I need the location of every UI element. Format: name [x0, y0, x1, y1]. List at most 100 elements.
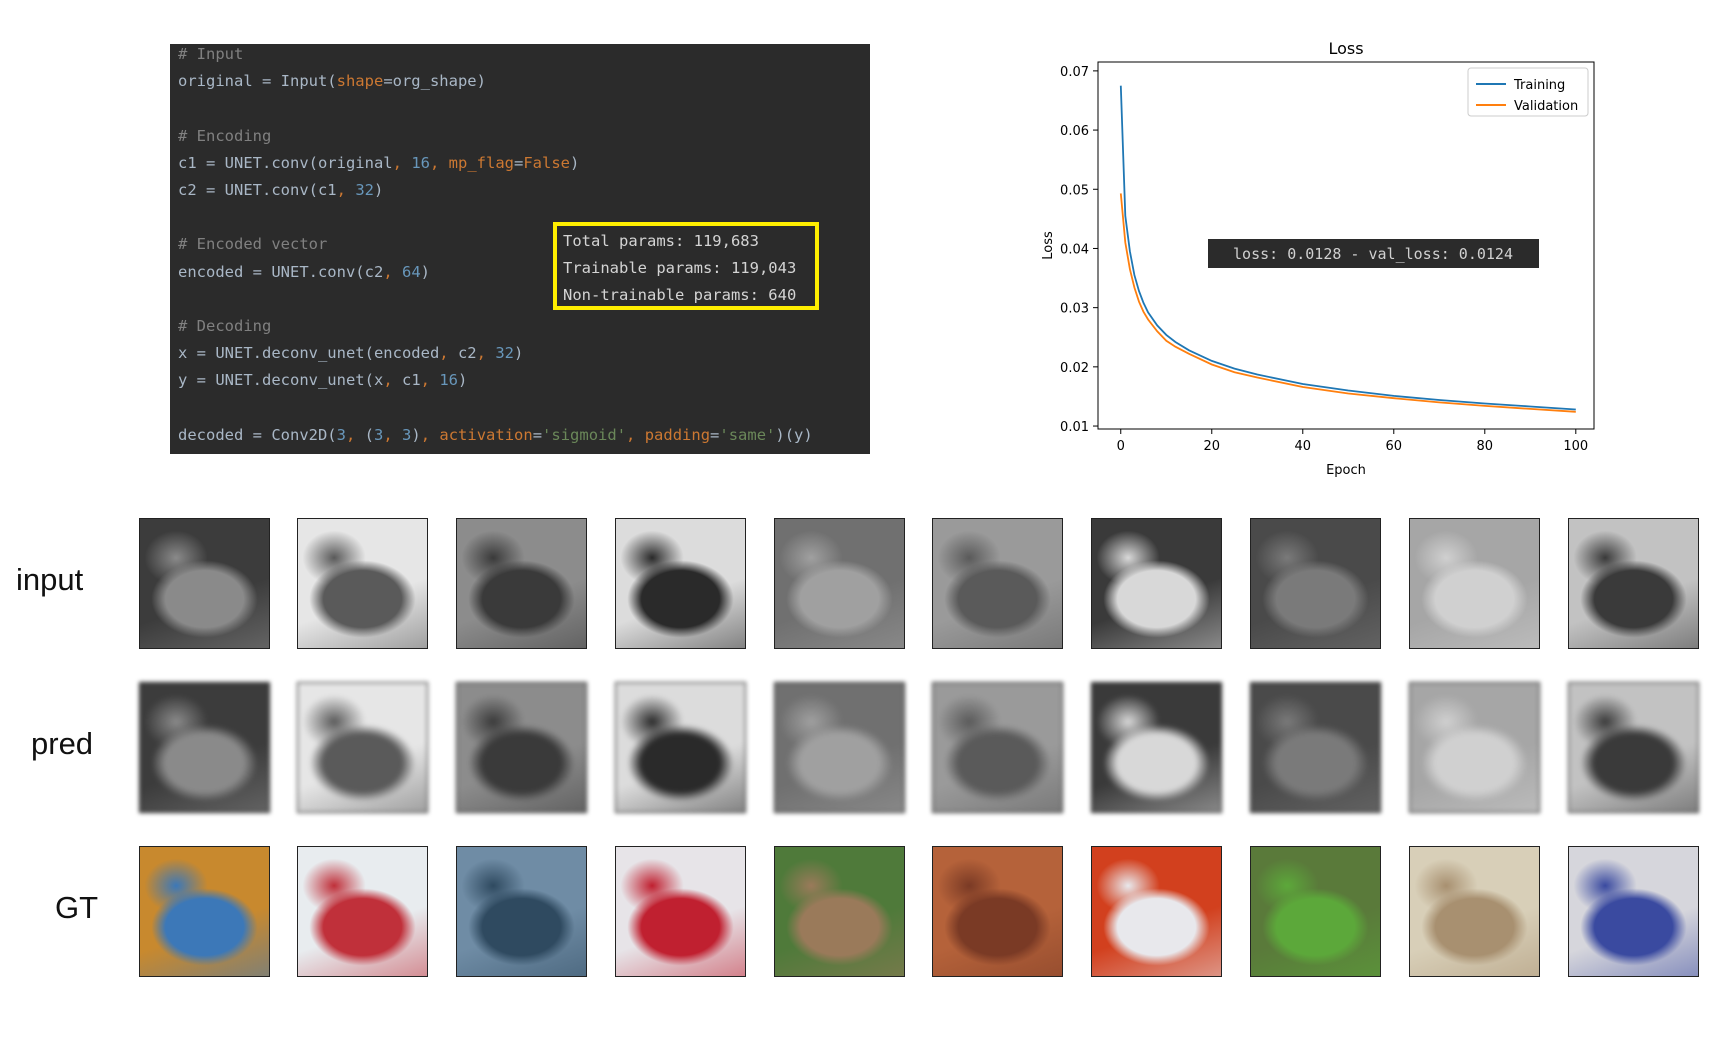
code-token: y = UNET.deconv_unet(x — [178, 371, 384, 390]
code-token: encoded = UNET.conv(c2 — [178, 262, 384, 281]
code-token: c1 — [401, 371, 421, 390]
code-token: , — [383, 262, 402, 281]
x-tick-label: 20 — [1203, 439, 1220, 454]
code-token: = — [710, 425, 720, 444]
y-tick-label: 0.06 — [1060, 124, 1089, 139]
code-token: , — [420, 371, 440, 390]
code-token: 32 — [355, 181, 374, 199]
image-tile-input — [615, 518, 746, 649]
code-token: # Decoding — [178, 317, 272, 335]
code-token: 3 — [402, 425, 412, 444]
code-token: , — [392, 153, 412, 172]
x-tick-label: 100 — [1563, 439, 1588, 454]
code-line: # Decoding — [178, 317, 271, 335]
code-token: 3 — [374, 425, 384, 444]
code-token: =org_shape) — [383, 72, 486, 91]
image-tile-gt — [1409, 846, 1540, 977]
image-tile-pred — [932, 682, 1063, 813]
code-token: original = Input( — [178, 72, 337, 91]
code-token: # Input — [178, 45, 244, 63]
image-tile-input — [1091, 518, 1222, 649]
code-token: 16 — [439, 371, 458, 390]
code-line: # Encoded vector — [178, 235, 327, 253]
code-token: , — [429, 153, 449, 172]
y-tick-label: 0.03 — [1060, 302, 1089, 317]
code-line: # Input — [178, 45, 243, 63]
x-tick-label: 60 — [1386, 439, 1403, 454]
image-tile-pred — [774, 682, 905, 813]
legend-label: Validation — [1514, 99, 1578, 114]
image-tile-input — [456, 518, 587, 649]
code-line: encoded = UNET.conv(c2, 64) — [178, 263, 430, 281]
code-token: ) — [420, 262, 430, 281]
image-tile-input — [1409, 518, 1540, 649]
chart-title: Loss — [1328, 39, 1363, 58]
y-tick-label: 0.04 — [1060, 242, 1089, 257]
code-token: , — [336, 181, 356, 199]
x-tick-label: 0 — [1117, 439, 1125, 454]
series-line — [1119, 193, 1576, 413]
image-tile-gt — [139, 846, 270, 977]
code-token: , — [420, 425, 440, 444]
image-tile-input — [297, 518, 428, 649]
code-token: ) — [458, 371, 468, 390]
total-params-text: Total params: 119,683 — [563, 232, 759, 250]
code-line: original = Input(shape=org_shape) — [178, 72, 486, 90]
image-tile-input — [1250, 518, 1381, 649]
code-token: False — [523, 153, 570, 172]
image-tile-input — [932, 518, 1063, 649]
code-token: , — [626, 425, 645, 444]
row-label-input: input — [16, 562, 84, 597]
code-line: c1 = UNET.conv(original, 16, mp_flag=Fal… — [178, 154, 579, 172]
image-tile-pred — [456, 682, 587, 813]
code-line: c2 = UNET.conv(c1, 32) — [178, 181, 383, 199]
code-token: 'sigmoid' — [542, 425, 627, 444]
y-axis-label: Loss — [1041, 231, 1056, 260]
code-token: ( — [364, 425, 374, 444]
code-token: 'same' — [719, 425, 776, 444]
code-token: # Encoding — [178, 126, 272, 145]
trainable-params-text: Trainable params: 119,043 — [563, 259, 797, 277]
image-tile-input — [1568, 518, 1699, 649]
image-tile-pred — [1409, 682, 1540, 813]
row-label-pred: pred — [31, 726, 94, 761]
image-tile-pred — [615, 682, 746, 813]
image-tile-gt — [1091, 846, 1222, 977]
code-token: )(y) — [775, 425, 813, 444]
code-line: # Encoding — [178, 127, 271, 145]
code-token: mp_flag — [448, 153, 514, 172]
code-token: activation — [439, 425, 533, 444]
code-token: , — [345, 425, 365, 444]
image-tile-pred — [297, 682, 428, 813]
image-tile-pred — [1091, 682, 1222, 813]
code-token: 64 — [401, 262, 421, 281]
image-tile-pred — [1568, 682, 1699, 813]
params-highlight-box: Total params: 119,683 Trainable params: … — [553, 222, 819, 310]
code-token: , — [383, 371, 402, 390]
image-tile-gt — [615, 846, 746, 977]
code-token: 32 — [495, 344, 514, 363]
code-line: decoded = Conv2D(3, (3, 3), activation='… — [178, 426, 813, 444]
code-panel: # Input original = Input(shape=org_shape)… — [170, 44, 870, 454]
code-token: ) — [513, 344, 524, 363]
annotation-box — [1208, 239, 1539, 268]
x-tick-label: 80 — [1477, 439, 1494, 454]
code-token: padding — [644, 425, 711, 444]
row-label-gt: GT — [55, 890, 99, 925]
code-line: x = UNET.deconv_unet(encoded, c2, 32) — [178, 344, 523, 362]
code-token: 16 — [411, 153, 430, 172]
code-token: c2 = UNET.conv(c1 — [178, 181, 337, 199]
code-line: y = UNET.deconv_unet(x, c1, 16) — [178, 371, 467, 389]
series-line — [1119, 85, 1576, 411]
code-token: x = UNET.deconv_unet(encoded — [178, 344, 440, 363]
code-token: , — [439, 344, 458, 363]
code-token: # Encoded vector — [178, 235, 328, 254]
code-token: , — [476, 344, 496, 363]
loss-annotation: loss: 0.0128 - val_loss: 0.0124 — [1233, 245, 1513, 263]
code-token: 3 — [336, 425, 346, 444]
code-token: shape — [336, 72, 384, 91]
non-trainable-params-text: Non-trainable params: 640 — [563, 286, 797, 304]
code-token: decoded = Conv2D( — [178, 425, 337, 444]
code-token: c1 = UNET.conv(original — [178, 153, 393, 172]
image-tile-gt — [456, 846, 587, 977]
